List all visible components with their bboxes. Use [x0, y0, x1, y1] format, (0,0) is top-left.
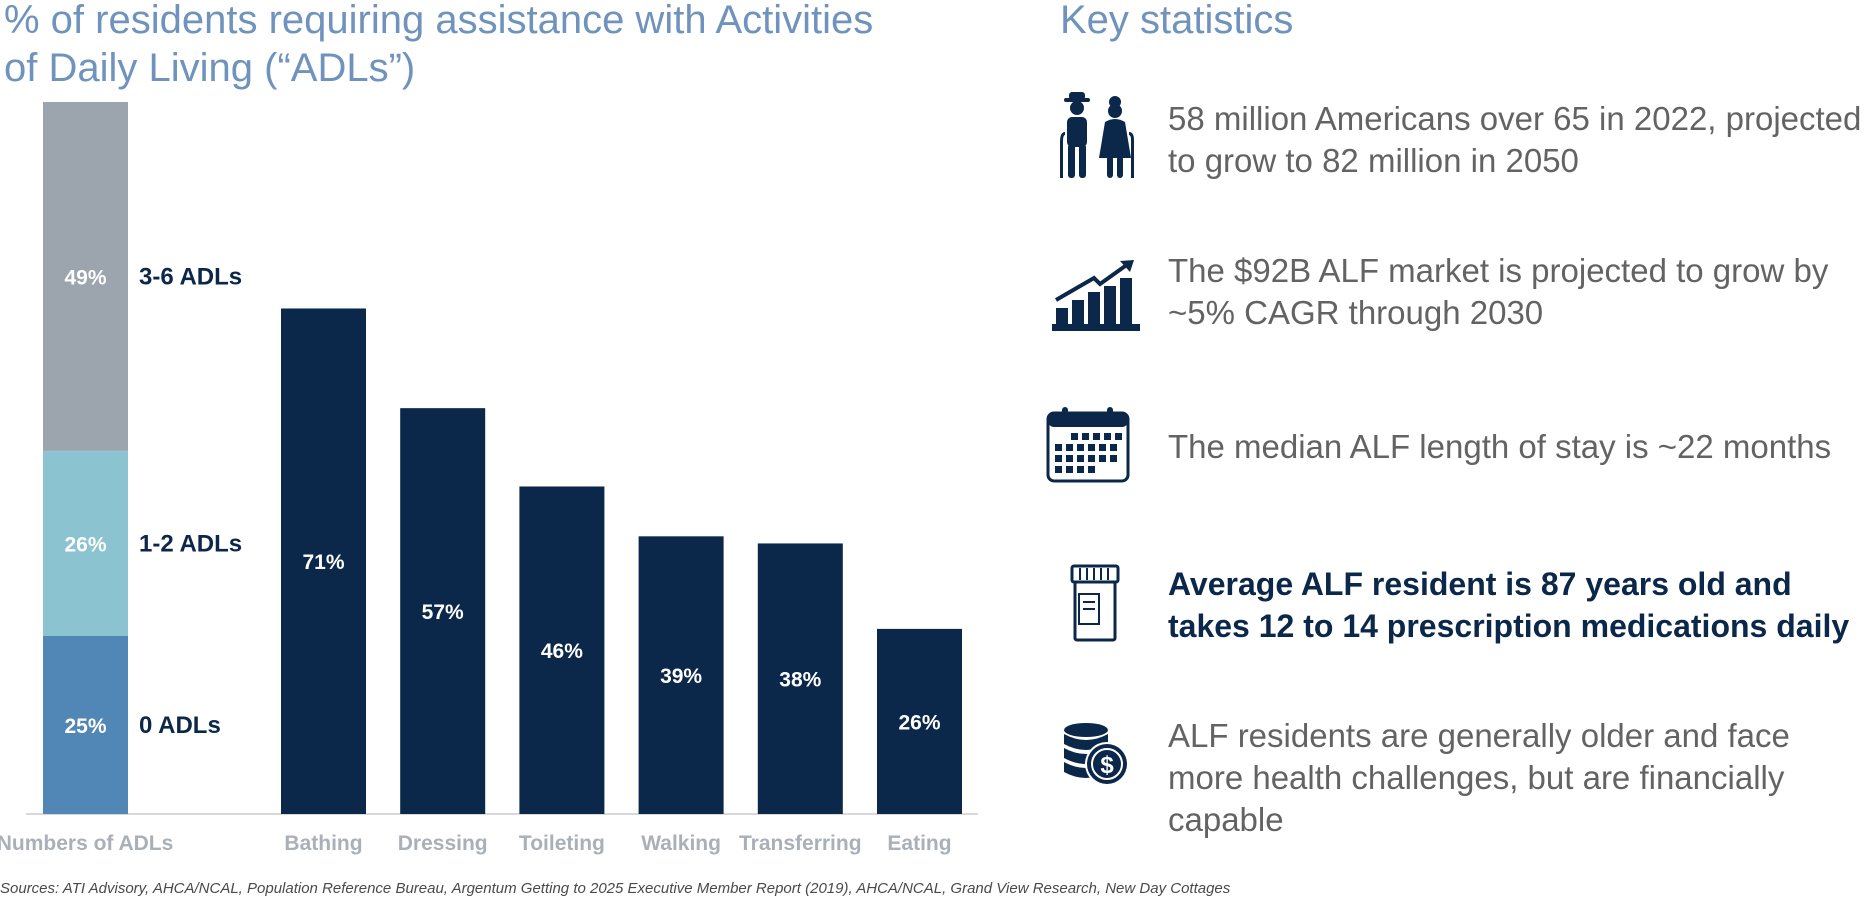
- stacked-segment-value-label: 25%: [64, 715, 106, 738]
- bar-value-label: 38%: [779, 669, 821, 692]
- key-statistics-title: Key statistics: [1060, 0, 1294, 42]
- bar-walking: [638, 536, 724, 814]
- bar-value-label: 26%: [898, 711, 940, 734]
- bar-dressing: [400, 408, 486, 814]
- stacked-segment-value-label: 26%: [64, 533, 106, 556]
- stacked-segment-name-label: 0 ADLs: [139, 712, 221, 739]
- stacked-segment-name-label: 3-6 ADLs: [139, 263, 242, 290]
- bar-transferring: [757, 543, 843, 814]
- stacked-category-label: Numbers of ADLs: [0, 832, 173, 855]
- adl-chart: 25% 0 ADLs 26% 1-2 ADLs 49% 3-6 ADLs Numbers o…: [0, 102, 978, 855]
- bar-eating: [877, 628, 962, 814]
- x-tick-label: Bathing: [284, 832, 362, 855]
- bar-bathing: [281, 308, 366, 814]
- stacked-segment-3: [43, 102, 128, 451]
- x-tick-label: Eating: [887, 832, 951, 855]
- x-tick-label: Dressing: [398, 832, 488, 855]
- coins-dollar-icon: $: [1064, 723, 1129, 786]
- stacked-segment-name-label: 1-2 ADLs: [139, 530, 242, 557]
- stacked-segment-1: [43, 636, 128, 814]
- stacked-segment-value-label: 49%: [64, 266, 106, 289]
- calendar-icon: [1046, 407, 1130, 483]
- x-tick-label: Transferring: [739, 832, 862, 855]
- chart-title: % of residents requiring assistance with…: [4, 0, 874, 90]
- growth-chart-icon: [1052, 260, 1140, 331]
- sources-footnote: Sources: ATI Advisory, AHCA/NCAL, Popula…: [0, 880, 1231, 897]
- x-tick-label: Toileting: [519, 832, 605, 855]
- stacked-segment-2: [43, 450, 128, 636]
- stat-americans-over-65: 58 million Americans over 65 in 2022, pr…: [1168, 100, 1862, 179]
- prescription-bottle-icon: [1070, 564, 1120, 642]
- bar-value-label: 57%: [422, 601, 464, 624]
- bar-value-label: 39%: [660, 665, 702, 688]
- elderly-couple-icon: [1060, 92, 1134, 178]
- svg-text:$: $: [1100, 752, 1114, 779]
- stat-average-resident: Average ALF resident is 87 years old and…: [1168, 566, 1850, 644]
- bar-toileting: [519, 486, 605, 814]
- stat-median-length-of-stay: The median ALF length of stay is ~22 mon…: [1168, 428, 1832, 465]
- stat-alf-market-growth: The $92B ALF market is projected to grow…: [1168, 252, 1829, 331]
- bar-value-label: 71%: [302, 551, 344, 574]
- x-tick-label: Walking: [641, 832, 721, 855]
- bar-value-label: 46%: [541, 640, 583, 663]
- stat-financially-capable: ALF residents are generally older and fa…: [1168, 717, 1790, 838]
